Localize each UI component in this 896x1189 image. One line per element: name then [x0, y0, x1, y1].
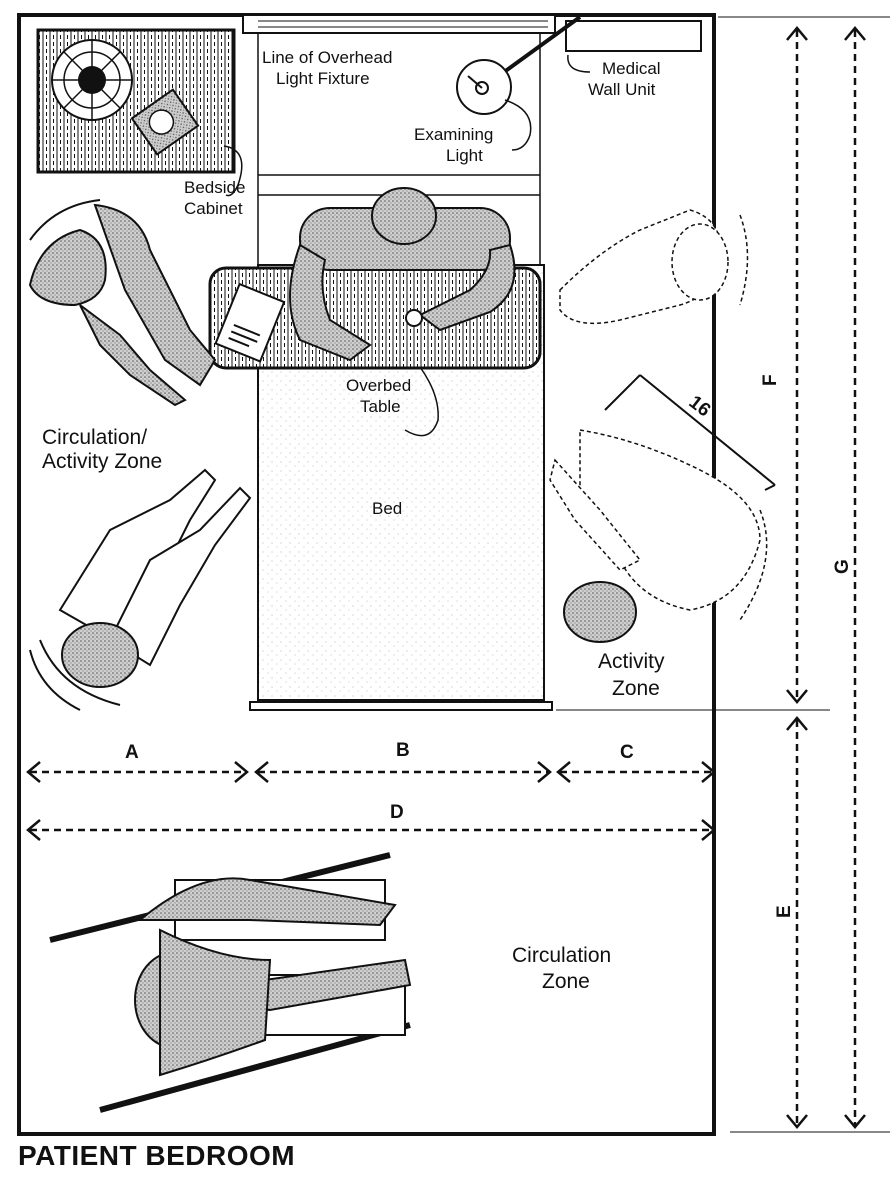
- label-overbed-table-1: Overbed: [346, 376, 411, 395]
- label-circulation-zone-1: Circulation: [512, 944, 611, 967]
- dimension-line-d: [26, 819, 716, 841]
- label-examining-light-2: Light: [446, 146, 483, 165]
- dimension-line-e: [786, 716, 808, 1129]
- label-activity-zone-2: Zone: [612, 677, 660, 700]
- overhead-light-fixture: [242, 14, 556, 34]
- dimension-label-b: B: [396, 740, 410, 761]
- label-medical-wall-unit-1: Medical: [602, 59, 661, 78]
- label-circulation-zone-2: Zone: [542, 970, 590, 993]
- label-circulation-activity-zone-1: Circulation/: [42, 426, 147, 449]
- label-examining-light-1: Examining: [414, 125, 493, 144]
- dimension-line-f: [786, 26, 808, 704]
- label-bedside-cabinet-1: Bedside: [184, 178, 245, 197]
- dimension-label-d: D: [390, 802, 404, 823]
- medical-wall-unit: [565, 20, 702, 52]
- overbed-table: [208, 266, 542, 437]
- label-activity-zone-1: Activity: [598, 650, 665, 673]
- patient-in-bed-figure: [289, 187, 516, 362]
- label-medical-wall-unit-2: Wall Unit: [588, 80, 656, 99]
- dimension-label-g: G: [832, 559, 853, 574]
- standing-person-figure-left: [29, 468, 252, 711]
- label-angle-dimension: 16: [685, 392, 715, 422]
- activity-zone-person-head: [563, 581, 637, 643]
- label-bedside-cabinet-2: Cabinet: [184, 199, 243, 218]
- dimension-label-a: A: [125, 742, 139, 763]
- dimension-label-c: C: [620, 742, 634, 763]
- label-circulation-activity-zone-2: Activity Zone: [42, 450, 162, 473]
- label-bed: Bed: [372, 499, 402, 518]
- label-overbed-table-2: Table: [360, 397, 401, 416]
- dimension-line-g: [844, 26, 866, 1129]
- page-title: PATIENT BEDROOM: [18, 1140, 296, 1171]
- dimension-label-f: F: [760, 374, 781, 386]
- wheelchair-figure: [49, 852, 412, 1113]
- dimension-label-e: E: [774, 905, 795, 918]
- dimension-line-c: [556, 761, 716, 783]
- label-overhead-line-1: Line of Overhead: [262, 48, 392, 67]
- caregiver-figure-left: [28, 199, 217, 407]
- label-overhead-line-2: Light Fixture: [276, 69, 370, 88]
- angle-dimension: [604, 374, 776, 491]
- activity-zone-figure-lower: [549, 429, 768, 621]
- activity-zone-figure-upper: [559, 209, 749, 325]
- bedside-cabinet: [36, 28, 243, 197]
- examining-light: [456, 15, 582, 151]
- dimension-line-b: [254, 761, 552, 783]
- dimension-line-a: [26, 761, 249, 783]
